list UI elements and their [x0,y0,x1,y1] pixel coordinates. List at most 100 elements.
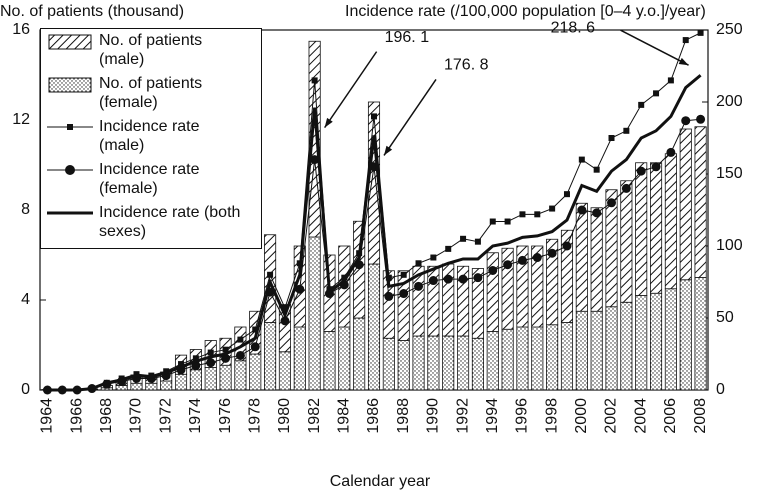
legend-swatch [49,78,91,92]
bar [517,327,528,390]
marker [548,249,557,258]
bar [650,163,661,294]
y2-tick-label: 100 [716,237,743,254]
x-tick-label: 1992 [454,398,471,434]
bar [621,302,632,390]
marker [549,206,555,212]
legend-symbol [41,74,99,94]
bar [309,237,320,390]
y2-tick-label: 250 [716,21,743,38]
x-tick-label: 2008 [692,398,709,434]
bar [190,370,201,390]
bar [502,329,513,390]
bar [680,129,691,280]
marker [564,191,570,197]
bar [443,336,454,390]
x-tick-label: 2004 [632,398,649,434]
y-tick-label: 4 [21,291,30,308]
marker [622,184,631,193]
marker [518,256,527,265]
x-tick-label: 1980 [276,398,293,434]
bar [665,289,676,390]
x-tick-label: 1978 [246,398,263,434]
marker [399,289,408,298]
legend-label: Incidence rate (male) [99,117,249,155]
marker [503,260,512,269]
legend-entry: No. of patients (female) [41,74,261,117]
bar [324,332,335,391]
legend-entry: Incidence rate (both sexes) [41,203,261,246]
marker [459,275,468,284]
marker [623,128,629,134]
legend-swatch [49,35,91,49]
legend-label: Incidence rate (female) [99,160,249,198]
x-tick-label: 1996 [514,398,531,434]
legend-marker [65,165,75,175]
marker [592,208,601,217]
legend-entry: No. of patients (male) [41,31,261,74]
value-label: 196. 1 [385,29,430,46]
bar [695,127,706,278]
marker [236,351,245,360]
x-tick-label: 1998 [543,398,560,434]
bar [695,278,706,391]
bar [294,327,305,390]
x-tick-label: 1966 [68,398,85,434]
marker [683,37,689,43]
marker [251,342,260,351]
x-tick-label: 1968 [98,398,115,434]
arrow-head [679,58,689,65]
marker [668,77,674,83]
bar [413,336,424,390]
legend-marker [67,124,73,130]
bar [264,323,275,391]
bar [279,352,290,390]
value-label: 218. 6 [551,19,596,36]
marker [371,113,377,119]
y-tick-label: 8 [21,201,30,218]
marker [384,292,393,301]
marker [429,276,438,285]
x-tick-label: 1972 [157,398,174,434]
legend-symbol [41,160,99,180]
x-tick-label: 1964 [39,398,56,434]
marker [206,358,215,367]
bar [636,163,647,296]
marker [579,157,585,163]
x-tick-label: 1976 [217,398,234,434]
y2-axis-title: Incidence rate (/100,000 population [0–4… [345,3,706,20]
legend-label: Incidence rate (both sexes) [99,203,249,241]
x-tick-label: 2000 [573,398,590,434]
marker [488,266,497,275]
y2-tick-label: 50 [716,309,734,326]
bar [561,323,572,391]
x-tick-label: 1990 [425,398,442,434]
marker [519,211,525,217]
bar [546,325,557,390]
legend-entry: Incidence rate (female) [41,160,261,203]
marker [473,273,482,282]
marker [414,282,423,291]
x-tick-label: 2002 [603,398,620,434]
legend-label: No. of patients (male) [99,31,249,69]
marker [681,116,690,125]
bar [339,327,350,390]
bar [680,280,691,390]
bar [665,154,676,289]
marker [430,255,436,261]
arrow-head [384,146,392,156]
bar [636,296,647,391]
marker [698,30,704,36]
marker [533,253,542,262]
bar [532,327,543,390]
x-tick-label: 1988 [395,398,412,434]
bar [650,293,661,390]
y-tick-label: 16 [12,21,30,38]
bar [457,336,468,390]
y-axis-title: No. of patients (thousand) [0,3,184,20]
legend-symbol [41,117,99,137]
legend: No. of patients (male) No. of patients (f… [40,28,262,249]
legend-symbol [41,31,99,51]
marker [401,272,407,278]
